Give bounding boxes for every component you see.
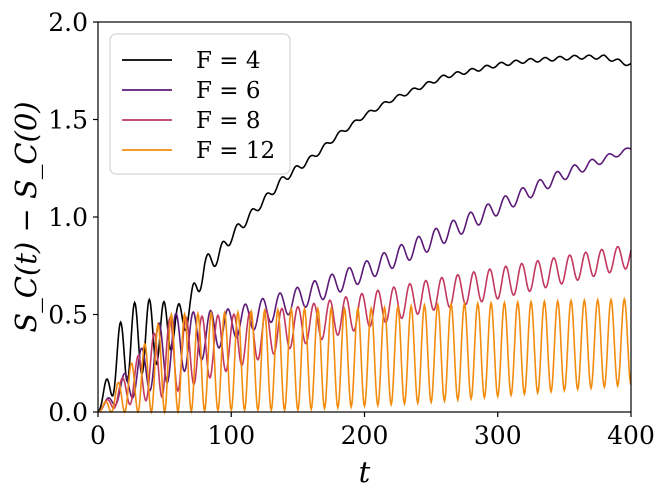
legend-label: F = 6 <box>196 78 261 104</box>
x-tick-label: 300 <box>474 421 522 450</box>
x-tick-label: 100 <box>207 421 255 450</box>
ticks: 0 100 200 300 400 0.0 0.5 1.0 1.5 2.0 <box>48 8 655 450</box>
series-line-2 <box>97 245 632 413</box>
y-tick-label: 0.5 <box>48 301 88 330</box>
axis-labels: t S_C(t) − S_C(0) <box>9 101 371 489</box>
legend: F = 4 F = 6 F = 8 F = 12 <box>109 33 291 175</box>
y-axis-label: S_C(t) − S_C(0) <box>9 101 44 332</box>
series-layer <box>97 54 632 415</box>
y-tick-label: 1.5 <box>48 106 88 135</box>
x-tick-label: 200 <box>341 421 389 450</box>
x-axis-label: t <box>359 455 371 489</box>
x-tick-label: 0 <box>90 421 106 450</box>
x-tick-label: 400 <box>607 421 655 450</box>
legend-label: F = 8 <box>196 108 261 134</box>
y-tick-label: 2.0 <box>48 8 88 37</box>
legend-label: F = 12 <box>196 138 275 164</box>
legend-box <box>109 33 291 175</box>
y-tick-label: 1.0 <box>48 203 88 232</box>
legend-label: F = 4 <box>196 48 261 74</box>
series-line-1 <box>97 147 632 413</box>
series-line-3 <box>97 296 632 415</box>
y-tick-label: 0.0 <box>48 398 88 427</box>
